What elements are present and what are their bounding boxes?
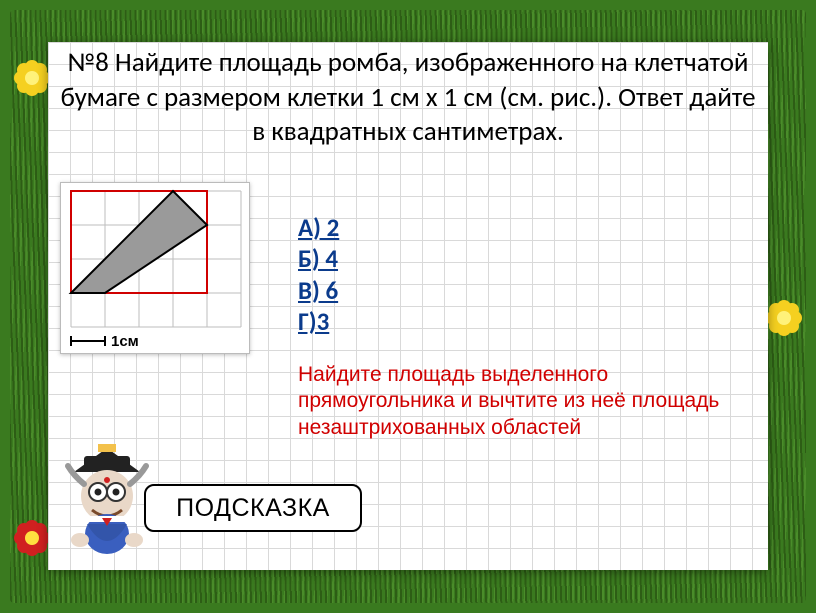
answer-g[interactable]: Г)3 [298, 306, 339, 337]
paper-area: №8 Найдите площадь ромба, изображенного … [48, 42, 768, 570]
flower-decoration [766, 300, 802, 336]
answer-v[interactable]: В) 6 [298, 275, 339, 306]
answer-a[interactable]: А) 2 [298, 212, 339, 243]
question-text: №8 Найдите площадь ромба, изображенного … [54, 46, 762, 150]
hint-label: ПОДСКАЗКА [144, 484, 362, 532]
rhombus-figure: 1см [60, 182, 250, 354]
hint-text: Найдите площадь выделенного прямоугольни… [298, 362, 748, 441]
answer-b[interactable]: Б) 4 [298, 243, 339, 274]
svg-text:1см: 1см [111, 333, 139, 350]
slide-frame: №8 Найдите площадь ромба, изображенного … [0, 0, 816, 613]
figure-svg: 1см [61, 183, 251, 355]
flower-decoration [14, 60, 50, 96]
flower-decoration [14, 520, 50, 556]
hint-badge[interactable]: ПОДСКАЗКА [58, 442, 338, 562]
answer-options: А) 2 Б) 4 В) 6 Г)3 [298, 212, 339, 337]
